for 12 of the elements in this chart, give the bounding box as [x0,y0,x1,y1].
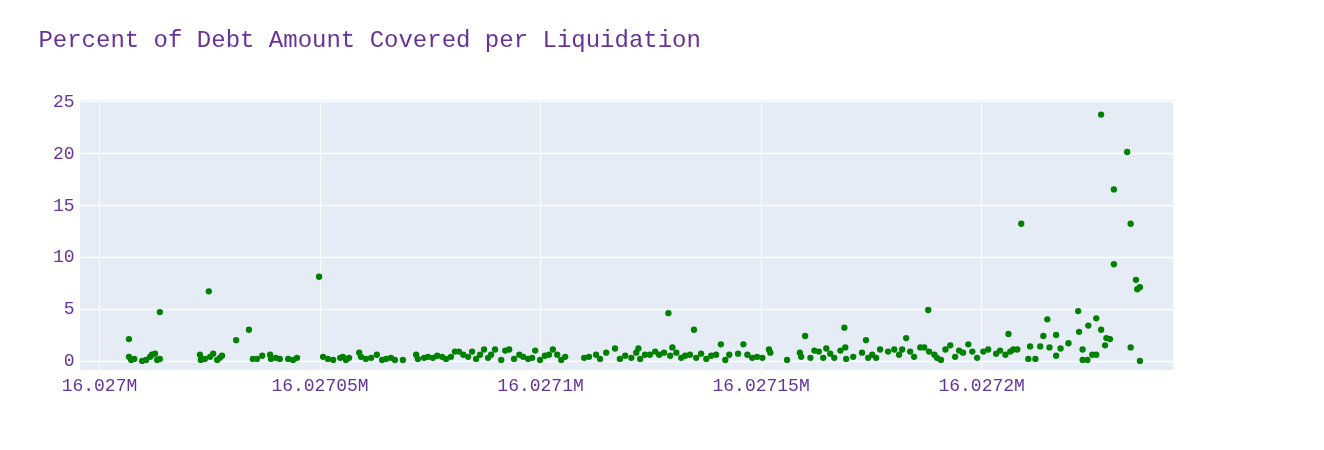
y-tick-label: 10 [52,247,75,268]
x-tick-label: 16.0272M [938,375,1025,396]
x-tick-label: 16.0271M [497,375,584,396]
y-tick-label: 20 [52,143,75,164]
y-tick-label: 15 [52,195,75,216]
y-tick-label: 0 [63,351,75,372]
y-tick-label: 25 [52,91,75,112]
x-tick-label: 16.027M [61,375,138,396]
y-tick-label: 5 [63,299,75,320]
x-tick-label: 16.02715M [712,375,810,396]
x-tick-label: 16.02705M [271,375,369,396]
chart-title: Percent of Debt Amount Covered per Liquidation [38,27,701,55]
